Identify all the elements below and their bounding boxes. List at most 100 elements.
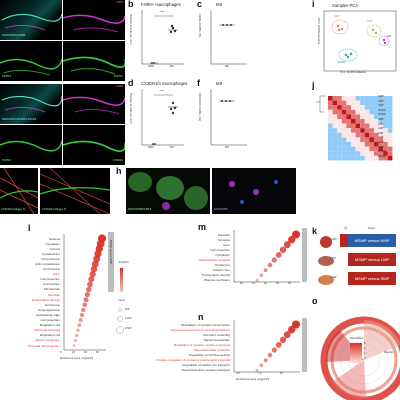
heatmap-cell [387,151,393,156]
term-label: Axon [222,242,230,247]
panel-i-title: Samples PCA [332,3,359,8]
heatmap-cell [341,142,347,147]
term-label: Regulation of synaptic vesicle exocytosi… [173,342,230,347]
panel-c-title: MS [216,2,223,7]
enrichment-dot [279,246,287,253]
enrichment-dot [75,333,79,337]
micrograph-a-cd45: CD45 [63,0,125,40]
term-row: Neuronal cell projection [0,343,60,348]
heatmap-cell [341,123,347,129]
term-label: Regulation of GTPase activity [189,353,230,358]
heatmap-cell [378,128,384,133]
heatmap-cell [332,132,338,138]
tick-label: 3.0 [236,372,240,375]
heatmap-cell [355,142,361,147]
micrograph-a-pgp95-right: PGP9.5 [63,41,125,81]
heatmap-cell [332,114,338,119]
panel-n-plot [233,320,300,373]
heatmap-cell [346,100,351,106]
heatmap-cell [387,119,393,124]
heatmap-cell [360,155,365,161]
enrichment-dot [263,268,268,273]
heatmap-cell [369,114,374,119]
heatmap-cell [374,155,379,161]
panel-b-group: MS [170,65,174,68]
enrichment-dot [90,265,98,273]
heatmap-cell [374,142,379,147]
heatmap-cell [328,142,333,147]
term-row: Synapse [150,237,230,242]
heatmap-cell [346,119,351,124]
heatmap-cell [374,105,379,110]
heatmap-cell [369,109,374,115]
panel-label-f: f [197,78,200,88]
heatmap-cell [383,109,388,115]
heatmap-cell [378,109,384,115]
heatmap-cell [360,132,365,138]
enrichment-dot [88,276,95,283]
heatmap-cell [360,96,365,101]
enrichment-dot [283,331,291,339]
panel-b-significance: **** [160,11,165,14]
heatmap-cell [328,146,333,152]
heatmap-row-label: LMP [378,136,384,140]
heatmap-cell [351,123,356,129]
heatmap-cell [337,119,342,124]
enrichment-dot [283,241,291,249]
heatmap-cell [364,151,370,156]
heatmap-cell [360,146,365,152]
term-label: Glutamatergic synapse [198,258,230,263]
heatmap-cell [351,132,356,138]
term-row: Signal transduction [150,337,230,342]
heatmap-cell [332,105,338,110]
term-label: Cell junction [43,282,60,287]
term-label: Neuronal cell body [34,328,60,333]
heatmap-cell [360,151,365,156]
panel-l-plot [63,234,106,351]
heatmap-row-label: HMP [378,140,384,144]
heatmap-cell [364,146,370,152]
heatmap-cell [378,100,384,106]
heatmap-cell [355,151,361,156]
heatmap-cell [355,100,361,106]
heatmap-cell [341,109,347,115]
heatmap-cell [332,155,338,161]
heatmap-cell [355,137,361,142]
panel-e-title: MS [216,81,223,86]
panel-b-group: NMS [148,65,154,68]
heatmap-cell [355,96,361,101]
panel-d-group: MS [170,146,174,149]
pca-cluster-label: SMP [367,20,373,23]
term-row: Golgi apparatus [0,307,60,312]
heatmap-cell [341,119,347,124]
term-label: Cytoskeleton [42,251,60,256]
heatmap-cell [369,151,374,156]
heatmap-cell [369,119,374,124]
term-label: Cell projection [40,318,60,323]
heatmap-cell [351,137,356,142]
heatmap-cell [346,132,351,138]
heatmap-cell [387,146,393,152]
heatmap-cell [355,114,361,119]
heatmap-cell [378,137,384,142]
enrichment-dot [72,344,76,347]
micrograph-label: DAPI/CD68/PGP9.5 [128,208,152,211]
heatmap-cell [328,119,333,124]
heatmap-cell [374,119,379,124]
heatmap-cell [337,155,342,161]
legend-value: 4 [364,352,366,355]
panel-b-plot [141,10,184,65]
enrichment-dot [255,278,259,282]
heatmap-cell [378,142,384,147]
heatmap-cell [360,128,365,133]
enrichment-dot [84,292,90,298]
heatmap-cell [364,155,370,161]
panel-e-ylabel: CX3CR1hi F4/80+ (%) [198,93,202,121]
term-row: Cell junction [0,282,60,287]
heatmap-row-label: LMP [378,127,384,131]
panel-c-ylabel: F4/80+/CD45+ (%) [198,14,202,38]
term-row: Actin cytoskeleton [0,261,60,266]
heatmap-cell [387,155,393,161]
panel-label-m: m [198,222,207,232]
heatmap-cell [369,100,374,106]
